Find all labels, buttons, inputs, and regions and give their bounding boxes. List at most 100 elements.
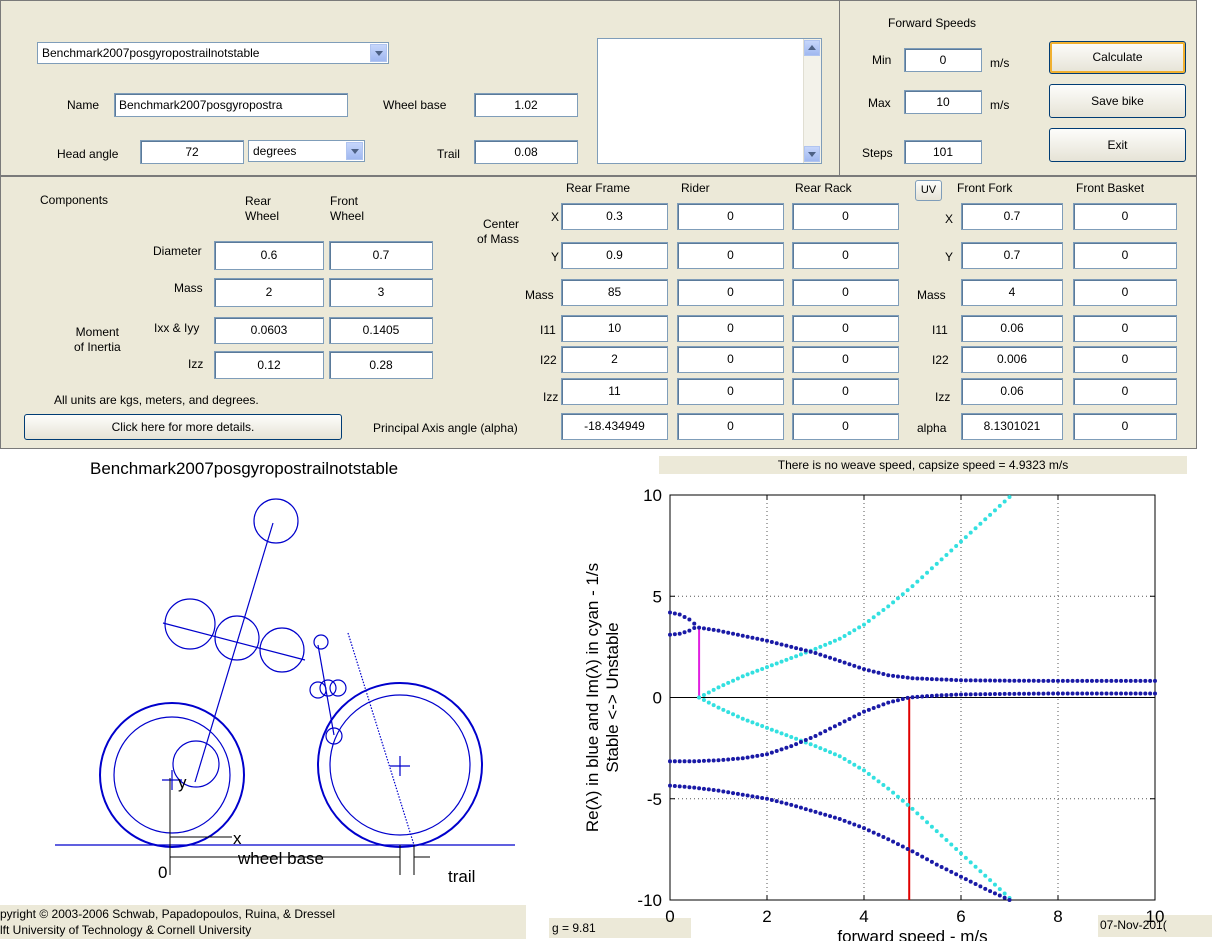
rider-torso-circle bbox=[164, 598, 216, 650]
chevron-down-icon[interactable] bbox=[804, 146, 820, 162]
ixx-rear-field[interactable]: 0.0603 bbox=[214, 317, 324, 344]
rider-i22-field[interactable]: 0 bbox=[677, 346, 784, 373]
im-eigenvalue-point bbox=[701, 698, 706, 703]
im-eigenvalue-point bbox=[769, 727, 774, 732]
rear-rack-x-field[interactable]: 0 bbox=[792, 203, 899, 230]
im-eigenvalue-point bbox=[765, 725, 769, 730]
rear-rack-mass-field[interactable]: 0 bbox=[792, 279, 899, 306]
rear-frame-mass-field[interactable]: 85 bbox=[561, 279, 668, 306]
re-eigenvalue-point bbox=[687, 617, 692, 622]
diameter-front-field[interactable]: 0.7 bbox=[329, 241, 433, 270]
rider-x-field[interactable]: 0 bbox=[677, 203, 784, 230]
rear-rack-izz-field[interactable]: 0 bbox=[792, 378, 899, 405]
rider-mass-field[interactable]: 0 bbox=[677, 279, 784, 306]
rider-alpha-field[interactable]: 0 bbox=[677, 413, 784, 440]
mass-front-field[interactable]: 3 bbox=[329, 278, 433, 307]
max-speed-field[interactable]: 10 bbox=[904, 90, 982, 114]
rear-rack-alpha-field[interactable]: 0 bbox=[792, 413, 899, 440]
re-eigenvalue-point bbox=[769, 750, 774, 755]
re-eigenvalue-point bbox=[992, 692, 997, 697]
more-details-button[interactable]: Click here for more details. bbox=[24, 414, 342, 440]
re-eigenvalue-point bbox=[1119, 678, 1124, 683]
im-eigenvalue-point bbox=[774, 661, 779, 666]
exit-button[interactable]: Exit bbox=[1049, 128, 1186, 162]
trail-field[interactable]: 0.08 bbox=[474, 140, 578, 164]
re-eigenvalue-point bbox=[794, 742, 799, 747]
front-basket-i11-field[interactable]: 0 bbox=[1073, 315, 1177, 342]
chevron-down-icon[interactable] bbox=[370, 44, 387, 62]
front-fork-alpha-field[interactable]: 8.1301021 bbox=[961, 413, 1063, 440]
rear-frame-y-field[interactable]: 0.9 bbox=[561, 242, 668, 269]
rider-y-field[interactable]: 0 bbox=[677, 242, 784, 269]
im-eigenvalue-point bbox=[755, 722, 760, 727]
front-fork-x-field[interactable]: 0.7 bbox=[961, 203, 1063, 230]
front-fork-mass-field[interactable]: 4 bbox=[961, 279, 1063, 306]
re-eigenvalue-point bbox=[1022, 678, 1027, 683]
re-eigenvalue-point bbox=[973, 882, 978, 887]
re-eigenvalue-point bbox=[794, 646, 799, 651]
rear-frame-i22-field[interactable]: 2 bbox=[561, 346, 668, 373]
re-eigenvalue-point bbox=[711, 788, 716, 793]
re-eigenvalue-point bbox=[1104, 691, 1109, 696]
front-fork-i11-field[interactable]: 0.06 bbox=[961, 315, 1063, 342]
front-fork-i22-field[interactable]: 0.006 bbox=[961, 346, 1063, 373]
rear-rack-i11-field[interactable]: 0 bbox=[792, 315, 899, 342]
im-eigenvalue-point bbox=[949, 548, 954, 553]
im-eigenvalue-point bbox=[891, 790, 896, 795]
steps-field[interactable]: 101 bbox=[904, 140, 982, 164]
front-fork-izz-field[interactable]: 0.06 bbox=[961, 378, 1063, 405]
re-eigenvalue-point bbox=[692, 625, 697, 630]
front-basket-y-field[interactable]: 0 bbox=[1073, 242, 1177, 269]
rider-i11-field[interactable]: 0 bbox=[677, 315, 784, 342]
re-eigenvalue-point bbox=[784, 643, 789, 648]
x-tick-label: 4 bbox=[859, 907, 868, 926]
chevron-up-icon[interactable] bbox=[804, 40, 820, 56]
re-eigenvalue-point bbox=[891, 673, 896, 678]
angle-unit-select[interactable]: degrees bbox=[248, 140, 365, 162]
re-eigenvalue-point bbox=[925, 857, 930, 862]
save-bike-button[interactable]: Save bike bbox=[1049, 84, 1186, 118]
front-basket-izz-field[interactable]: 0 bbox=[1073, 378, 1177, 405]
mass-rear-field[interactable]: 2 bbox=[214, 278, 324, 307]
wheel-base-field[interactable]: 1.02 bbox=[474, 93, 578, 117]
rear-rack-y-field[interactable]: 0 bbox=[792, 242, 899, 269]
rear-rack-i22-field[interactable]: 0 bbox=[792, 346, 899, 373]
listbox-scrollbar[interactable] bbox=[803, 39, 821, 163]
front-basket-mass-field[interactable]: 0 bbox=[1073, 279, 1177, 306]
bike-select[interactable]: Benchmark2007posgyropostrailnotstable bbox=[37, 42, 389, 64]
rider-izz-field[interactable]: 0 bbox=[677, 378, 784, 405]
re-eigenvalue-point bbox=[1080, 691, 1085, 696]
head-angle-field[interactable]: 72 bbox=[140, 140, 244, 164]
ixx-front-field[interactable]: 0.1405 bbox=[329, 317, 433, 344]
bike-listbox[interactable] bbox=[597, 38, 822, 164]
im-eigenvalue-point bbox=[711, 703, 716, 708]
min-unit: m/s bbox=[990, 56, 1010, 70]
re-eigenvalue-point bbox=[1065, 678, 1070, 683]
min-speed-field[interactable]: 0 bbox=[904, 48, 982, 72]
izz-front-field[interactable]: 0.28 bbox=[329, 351, 433, 379]
rear-frame-alpha-field[interactable]: -18.434949 bbox=[561, 413, 668, 440]
re-eigenvalue-point bbox=[798, 740, 803, 745]
uv-button[interactable]: UV bbox=[915, 180, 942, 201]
chart-header-box: There is no weave speed, capsize speed =… bbox=[659, 456, 1187, 474]
re-eigenvalue-point bbox=[968, 678, 973, 683]
chevron-down-icon[interactable] bbox=[346, 142, 363, 160]
re-eigenvalue-point bbox=[672, 632, 677, 637]
rear-frame-izz-field[interactable]: 11 bbox=[561, 378, 668, 405]
front-basket-i22-field[interactable]: 0 bbox=[1073, 346, 1177, 373]
front-basket-x-field[interactable]: 0 bbox=[1073, 203, 1177, 230]
front-basket-alpha-field[interactable]: 0 bbox=[1073, 413, 1177, 440]
alpha-label: Principal Axis angle (alpha) bbox=[373, 421, 518, 435]
fork-mass-label: Mass bbox=[917, 288, 946, 302]
re-eigenvalue-point bbox=[735, 632, 740, 637]
name-field[interactable]: Benchmark2007posgyropostra bbox=[114, 93, 348, 117]
re-eigenvalue-point bbox=[900, 844, 905, 849]
izz-rear-field[interactable]: 0.12 bbox=[214, 351, 324, 379]
rear-frame-i11-field[interactable]: 10 bbox=[561, 315, 668, 342]
moment-of-inertia-label: Moment of Inertia bbox=[74, 325, 121, 354]
im-eigenvalue-point bbox=[900, 798, 905, 803]
diameter-rear-field[interactable]: 0.6 bbox=[214, 241, 324, 270]
rear-frame-x-field[interactable]: 0.3 bbox=[561, 203, 668, 230]
calculate-button[interactable]: Calculate bbox=[1049, 41, 1186, 74]
front-fork-y-field[interactable]: 0.7 bbox=[961, 242, 1063, 269]
